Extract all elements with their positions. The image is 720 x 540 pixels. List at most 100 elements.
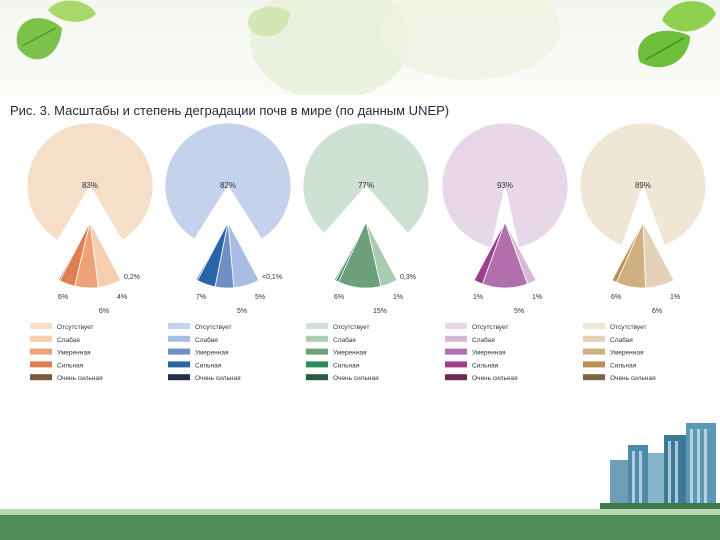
value-label-extreme: <0,1%	[262, 274, 282, 281]
legend-swatch	[306, 348, 328, 355]
value-label-strong: 1%	[393, 294, 403, 301]
legend-label: Очень сильная	[333, 375, 379, 382]
legend-swatch	[306, 361, 328, 368]
legend-swatch	[583, 323, 605, 329]
value-label-moderate: 5%	[237, 308, 247, 315]
value-label-slight: 7%	[196, 294, 206, 301]
legend-label: Сильная	[57, 362, 84, 369]
legend-swatch	[583, 335, 605, 342]
value-label-none: 89%	[635, 181, 651, 190]
legend-swatch	[583, 374, 605, 381]
legend-label: Очень сильная	[472, 375, 518, 382]
value-label-moderate: 6%	[652, 308, 662, 315]
legend-label: Умеренная	[195, 350, 229, 357]
leaf-icon	[248, 6, 290, 37]
legend-label: Отсутствует	[472, 324, 508, 331]
value-label-none: 93%	[497, 181, 513, 190]
legend-swatch	[168, 361, 190, 368]
legend-label: Сильная	[195, 362, 222, 369]
pie-slice-none	[579, 122, 707, 246]
pie-slice-3	[473, 221, 506, 285]
footer-stripe	[0, 509, 720, 515]
pie-slice-none	[441, 122, 569, 248]
value-label-moderate: 6%	[99, 308, 109, 315]
legend-swatch	[30, 361, 52, 368]
legend-swatch	[445, 323, 467, 329]
leaf-icon	[48, 0, 96, 22]
value-label-strong: 4%	[117, 294, 127, 301]
legend-label: Отсутствует	[610, 324, 646, 331]
legend-label: Очень сильная	[57, 375, 103, 382]
legend-label: Слабая	[333, 336, 356, 344]
pie-slice-4	[334, 221, 367, 282]
chart-2: Азия82%7%5%5%<0,1%ОтсутствуетСлабаяУмере…	[164, 122, 292, 382]
legend-label: Слабая	[195, 336, 218, 344]
value-label-strong: 5%	[255, 294, 265, 301]
legend-swatch	[168, 374, 190, 381]
value-label-slight: 6%	[334, 294, 344, 301]
pie-slice-4	[195, 221, 229, 281]
value-label-slight: 6%	[611, 294, 621, 301]
legend-label: Слабая	[472, 336, 495, 344]
value-label-extreme: 0,3%	[400, 274, 416, 281]
legend-swatch	[30, 348, 52, 355]
legend-swatch	[306, 335, 328, 342]
value-label-moderate: 15%	[373, 308, 387, 315]
figure-title: Рис. 3. Масштабы и степень деградации по…	[10, 103, 450, 118]
value-label-extreme: 0,2%	[124, 274, 140, 281]
pie-slice-none	[164, 122, 292, 240]
legend-swatch	[445, 361, 467, 368]
value-label-slight: 6%	[58, 294, 68, 301]
chart-4: Северная Америка93%1%5%1%ОтсутствуетСлаб…	[441, 122, 569, 382]
legend-label: Сильная	[610, 362, 637, 369]
footer-bar	[0, 515, 720, 540]
value-label-none: 83%	[82, 181, 98, 190]
value-label-none: 77%	[358, 181, 374, 190]
legend-label: Умеренная	[472, 350, 506, 357]
legend-label: Умеренная	[57, 350, 91, 357]
legend-swatch	[445, 374, 467, 381]
legend-swatch	[30, 374, 52, 381]
leaf-icon	[638, 30, 690, 68]
legend-swatch	[306, 323, 328, 329]
legend-label: Сильная	[333, 362, 360, 369]
legend-label: Умеренная	[333, 350, 367, 357]
pie-slice-none	[302, 122, 430, 234]
pie-slice-4	[57, 221, 91, 282]
legend-swatch	[30, 323, 52, 329]
leaf-icon	[662, 1, 716, 32]
chart-5: Южная Америка89%6%6%1%ОтсутствуетСлабаяУ…	[579, 122, 707, 382]
legend-label: Умеренная	[610, 350, 644, 357]
legend-label: Сильная	[472, 362, 499, 369]
legend-label: Отсутствует	[57, 324, 93, 331]
legend-swatch	[306, 374, 328, 381]
legend-swatch	[445, 335, 467, 342]
legend-swatch	[30, 335, 52, 342]
legend-swatch	[583, 361, 605, 368]
legend-label: Слабая	[57, 336, 80, 344]
legend-swatch	[168, 335, 190, 342]
pie-slice-none	[26, 122, 154, 241]
value-label-slight: 1%	[473, 294, 483, 301]
header-banner	[0, 0, 720, 95]
legend-swatch	[168, 348, 190, 355]
leaves-decoration	[16, 0, 716, 95]
leaf-icon	[16, 18, 62, 60]
chart-1: Африка83%6%6%4%0,2%ОтсутствуетСлабаяУмер…	[26, 122, 154, 382]
legend-swatch	[445, 348, 467, 355]
legend-label: Очень сильная	[195, 375, 241, 382]
value-label-strong: 1%	[532, 294, 542, 301]
chart-3: Европа77%6%15%1%0,3%ОтсутствуетСлабаяУме…	[302, 122, 430, 382]
value-label-moderate: 5%	[514, 308, 524, 315]
value-label-strong: 1%	[670, 294, 680, 301]
legend-label: Очень сильная	[610, 375, 656, 382]
pie-slice-3	[611, 221, 644, 283]
city-buildings-image	[600, 423, 720, 515]
value-label-none: 82%	[220, 181, 236, 190]
legend-swatch	[168, 323, 190, 329]
legend-label: Отсутствует	[195, 324, 231, 331]
legend-label: Слабая	[610, 336, 633, 344]
legend-swatch	[583, 348, 605, 355]
legend-label: Отсутствует	[333, 324, 369, 331]
